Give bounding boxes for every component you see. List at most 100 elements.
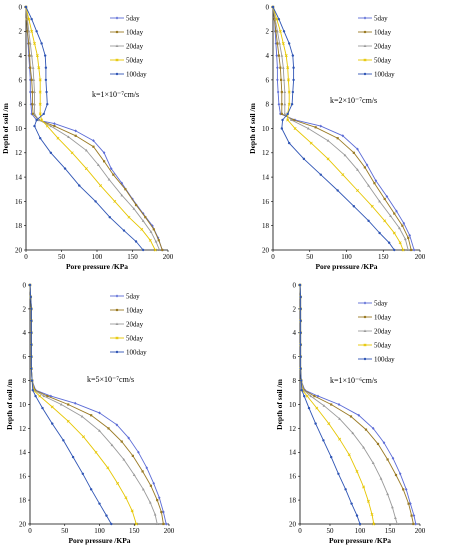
y-tick-label: 0	[19, 3, 23, 11]
data-point	[305, 394, 309, 398]
y-tick-label: 18	[19, 497, 27, 505]
data-point	[322, 404, 326, 407]
y-tick-label: 16	[15, 198, 23, 206]
y-tick-label: 10	[15, 125, 23, 133]
data-point	[276, 42, 279, 45]
data-point	[341, 134, 345, 138]
x-tick-label: 50	[61, 527, 69, 535]
data-point	[406, 248, 410, 251]
series-100day	[28, 283, 113, 526]
data-point	[362, 485, 366, 489]
data-point	[316, 394, 320, 398]
data-point	[67, 403, 70, 406]
data-point	[28, 90, 32, 94]
data-point	[124, 188, 127, 191]
data-point	[366, 499, 370, 503]
data-point	[33, 102, 36, 106]
data-point	[306, 127, 310, 130]
y-tick-label: 10	[19, 401, 27, 409]
data-point	[28, 283, 32, 287]
x-tick-label: 150	[129, 527, 140, 535]
data-point	[299, 343, 302, 346]
data-point	[292, 66, 295, 69]
x-tick-label: 0	[28, 527, 32, 535]
series-100day	[298, 283, 362, 526]
data-point	[300, 388, 303, 392]
data-point	[277, 54, 280, 57]
data-point	[383, 197, 386, 201]
data-point	[338, 417, 341, 420]
data-point	[277, 17, 281, 21]
data-point	[302, 157, 306, 161]
data-point	[402, 221, 406, 225]
data-point	[412, 514, 416, 518]
data-point	[387, 241, 391, 244]
data-point	[160, 510, 163, 514]
data-point	[74, 129, 77, 133]
y-tick-label: 10	[262, 125, 270, 133]
data-point	[401, 248, 405, 252]
data-point	[283, 112, 287, 115]
legend-marker	[363, 72, 367, 76]
data-point	[27, 17, 31, 21]
x-tick-label: 50	[327, 527, 335, 535]
y-tick-label: 18	[15, 222, 23, 230]
legend-label: 5day	[126, 292, 140, 300]
data-point	[97, 163, 100, 166]
data-point	[73, 401, 77, 405]
data-point	[299, 295, 302, 299]
data-point	[149, 484, 153, 487]
data-point	[407, 236, 410, 239]
data-point	[282, 30, 286, 33]
data-point	[286, 66, 290, 70]
data-point	[84, 148, 88, 152]
data-point	[409, 502, 412, 506]
data-point	[30, 54, 34, 57]
data-point	[28, 54, 31, 57]
data-point	[157, 239, 160, 242]
legend-label: 10day	[126, 306, 144, 314]
data-point	[277, 102, 281, 106]
legend-marker	[363, 343, 367, 347]
data-point	[134, 203, 138, 207]
y-tick-label: 20	[15, 246, 23, 254]
legend-label: 10day	[374, 28, 392, 36]
data-point	[115, 423, 119, 427]
data-point	[341, 173, 345, 177]
data-point	[122, 229, 126, 232]
data-point	[152, 228, 155, 231]
data-point	[90, 414, 93, 417]
data-point	[398, 241, 402, 245]
x-tick-label: 200	[163, 253, 174, 261]
legend-marker	[363, 58, 367, 62]
data-point	[144, 216, 147, 219]
legend-marker	[115, 350, 119, 354]
data-point	[31, 90, 34, 94]
data-point	[319, 173, 322, 176]
legend-label: 20day	[374, 327, 392, 335]
data-point	[378, 199, 381, 203]
y-axis-label: Depth of soil /m	[248, 102, 257, 153]
y-tick-label: 12	[262, 149, 270, 157]
data-point	[113, 199, 117, 203]
data-point	[330, 455, 333, 459]
legend-label: 5day	[126, 14, 140, 22]
data-point	[403, 237, 407, 241]
data-point	[162, 510, 165, 514]
legend: 5day 10day 20day 50day 100day	[358, 299, 395, 363]
legend-label: 5day	[374, 14, 388, 22]
data-point	[394, 473, 398, 477]
data-point	[164, 522, 168, 526]
legend-marker	[115, 322, 119, 325]
data-point	[38, 90, 42, 94]
data-point	[385, 195, 389, 199]
legend-marker	[115, 16, 119, 20]
data-point	[336, 137, 339, 140]
data-point	[395, 209, 398, 213]
data-point	[30, 17, 33, 21]
data-point	[291, 90, 295, 94]
data-point	[281, 41, 285, 45]
data-point	[42, 112, 45, 116]
data-point	[276, 29, 279, 33]
data-point	[356, 188, 360, 192]
